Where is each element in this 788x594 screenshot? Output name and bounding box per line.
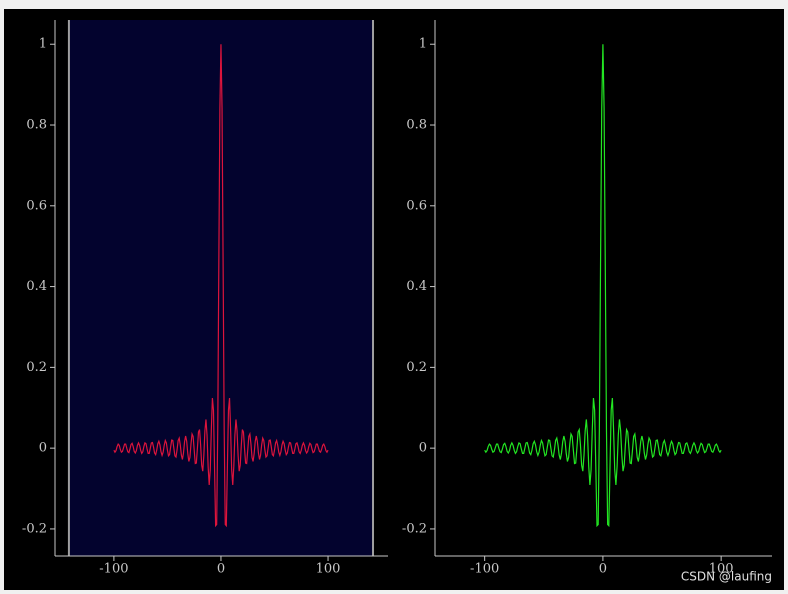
y-tick-label: 1 bbox=[39, 37, 47, 52]
y-tick-label: 0.6 bbox=[406, 198, 427, 213]
y-tick-label: 0 bbox=[419, 441, 427, 456]
y-tick-label: 1 bbox=[419, 37, 427, 52]
y-tick-label: 0.8 bbox=[406, 118, 427, 133]
watermark: CSDN @laufing bbox=[681, 570, 772, 584]
y-tick-label: 0.2 bbox=[406, 360, 427, 375]
x-tick-label: 100 bbox=[709, 562, 734, 577]
y-tick-label: 0 bbox=[39, 441, 47, 456]
y-tick-label: -0.2 bbox=[22, 521, 47, 536]
region bbox=[68, 20, 374, 556]
y-tick-label: -0.2 bbox=[402, 521, 427, 536]
x-tick-label: 100 bbox=[316, 562, 341, 577]
x-tick-label: -100 bbox=[470, 562, 499, 577]
y-tick-label: 0.6 bbox=[26, 198, 47, 213]
x-tick-label: -100 bbox=[99, 562, 128, 577]
y-tick-label: 0.4 bbox=[26, 279, 47, 294]
y-tick-label: 0.4 bbox=[406, 279, 427, 294]
data-line bbox=[484, 44, 722, 528]
x-tick-label: 0 bbox=[599, 562, 607, 577]
data-line bbox=[113, 44, 329, 528]
x-tick-label: 0 bbox=[217, 562, 225, 577]
y-tick-label: 0.2 bbox=[26, 360, 47, 375]
y-tick-label: 0.8 bbox=[26, 118, 47, 133]
